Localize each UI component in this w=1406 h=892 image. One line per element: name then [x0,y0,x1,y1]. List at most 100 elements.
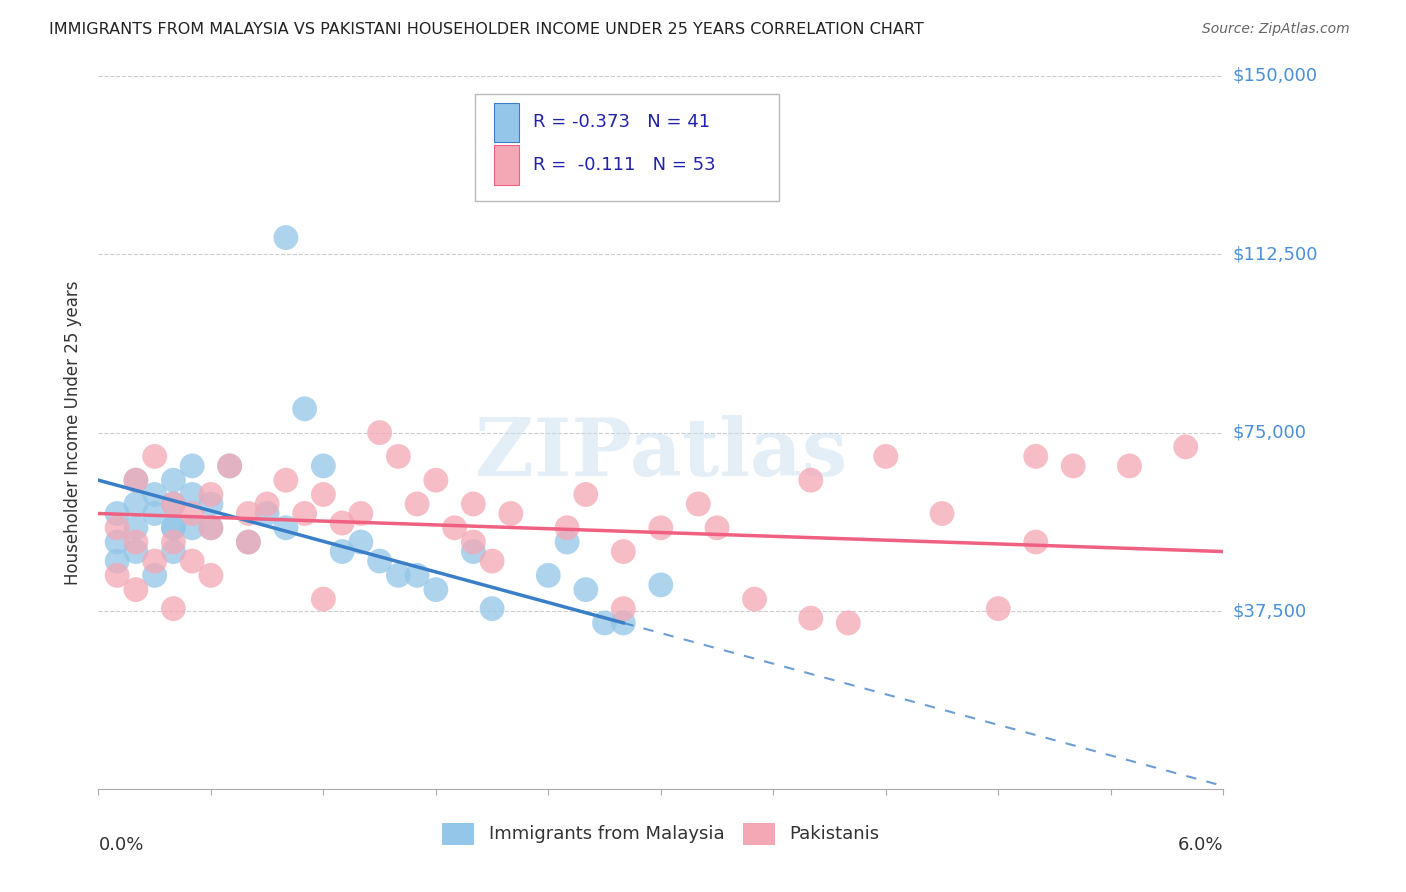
Point [463,544,485,558]
Point [200,487,222,501]
Text: 0.0%: 0.0% [98,836,143,854]
Point [181,507,204,521]
Point [800,611,823,625]
Text: 6.0%: 6.0% [1178,836,1223,854]
Point [125,497,148,511]
Point [125,473,148,487]
Point [200,521,222,535]
Point [800,473,823,487]
Text: Source: ZipAtlas.com: Source: ZipAtlas.com [1202,22,1350,37]
Point [406,497,429,511]
Point [181,554,204,568]
FancyBboxPatch shape [475,94,779,201]
Point [837,615,859,630]
Point [162,535,184,549]
FancyBboxPatch shape [495,103,519,142]
Point [537,568,560,582]
Point [181,487,204,501]
Point [593,615,616,630]
Point [612,601,634,615]
Point [368,425,391,440]
Point [238,507,260,521]
Point [312,592,335,607]
Point [1025,450,1047,464]
Point [274,230,297,244]
Text: IMMIGRANTS FROM MALAYSIA VS PAKISTANI HOUSEHOLDER INCOME UNDER 25 YEARS CORRELAT: IMMIGRANTS FROM MALAYSIA VS PAKISTANI HO… [49,22,924,37]
Point [238,535,260,549]
Point [555,535,578,549]
Point [162,473,184,487]
Point [706,521,728,535]
Point [1025,535,1047,549]
Point [181,521,204,535]
Text: R = -0.373   N = 41: R = -0.373 N = 41 [533,113,710,131]
Point [162,521,184,535]
Point [368,554,391,568]
Point [200,521,222,535]
Point [463,535,485,549]
Point [406,568,429,582]
Point [1174,440,1197,454]
Point [688,497,710,511]
Point [387,568,409,582]
Point [143,554,166,568]
Point [875,450,897,464]
Text: $112,500: $112,500 [1233,245,1317,263]
Point [612,615,634,630]
Point [143,487,166,501]
Point [200,497,222,511]
Point [555,521,578,535]
Point [181,458,204,473]
Point [143,507,166,521]
Point [744,592,766,607]
Point [162,497,184,511]
Text: ZIPatlas: ZIPatlas [475,415,846,493]
Point [463,497,485,511]
Point [1062,458,1084,473]
Point [612,544,634,558]
Point [499,507,522,521]
Point [105,521,128,535]
Text: $75,000: $75,000 [1233,424,1306,442]
Point [575,487,598,501]
Point [125,544,148,558]
Point [162,601,184,615]
Point [218,458,240,473]
Point [125,521,148,535]
Point [143,450,166,464]
Point [987,601,1010,615]
Point [294,401,316,416]
Point [238,535,260,549]
Point [274,473,297,487]
Point [162,521,184,535]
Point [105,568,128,582]
Point [274,521,297,535]
Y-axis label: Householder Income Under 25 years: Householder Income Under 25 years [65,280,83,585]
Point [931,507,953,521]
Point [481,554,503,568]
Point [650,578,672,592]
Point [162,497,184,511]
Point [1118,458,1140,473]
Point [575,582,598,597]
Legend: Immigrants from Malaysia, Pakistanis: Immigrants from Malaysia, Pakistanis [434,815,887,852]
Point [125,535,148,549]
Point [105,554,128,568]
Point [125,473,148,487]
Point [125,582,148,597]
Point [105,535,128,549]
Point [425,582,447,597]
Point [425,473,447,487]
Point [143,568,166,582]
Point [650,521,672,535]
Point [294,507,316,521]
Text: $150,000: $150,000 [1233,67,1317,85]
Point [350,507,373,521]
Point [200,568,222,582]
Point [312,487,335,501]
Point [162,544,184,558]
Point [481,601,503,615]
Text: R =  -0.111   N = 53: R = -0.111 N = 53 [533,156,716,174]
Point [387,450,409,464]
Text: $37,500: $37,500 [1233,602,1306,620]
